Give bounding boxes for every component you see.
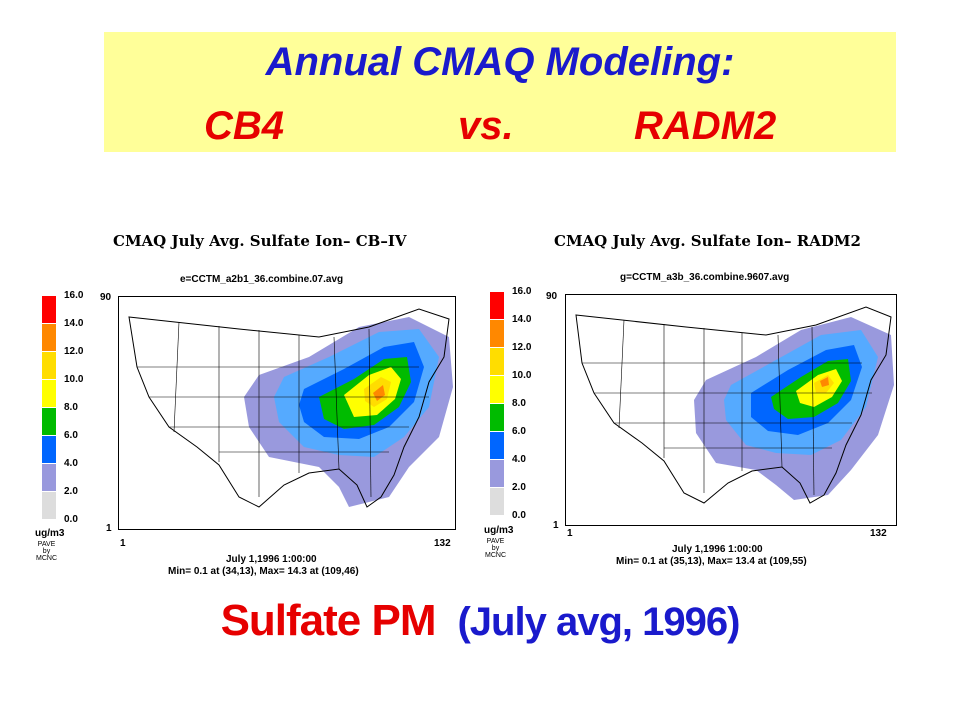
right-colorbar-swatch (490, 320, 504, 348)
slide-title: Annual CMAQ Modeling: (265, 40, 735, 84)
right-colorbar (490, 292, 504, 517)
right-pave-credit: PAVE by MCNC (485, 538, 506, 559)
right-x-right: 132 (870, 528, 887, 539)
pave-mcnc-text: MCNC (36, 555, 57, 562)
left-y-top: 90 (100, 292, 112, 303)
right-sulfate-map (575, 306, 894, 504)
right-colorbar-tick: 2.0 (512, 482, 526, 493)
right-map-title: CMAQ July Avg. Sulfate Ion– RADM2 (554, 232, 861, 250)
left-sulfate-map (128, 308, 453, 508)
left-colorbar-tick: 10.0 (64, 374, 84, 385)
right-map-frame (565, 294, 897, 526)
left-colorbar-swatch (42, 324, 56, 352)
right-y-top: 90 (546, 291, 558, 302)
left-pave-credit: PAVE by MCNC (36, 541, 57, 562)
left-colorbar-tick: 6.0 (64, 430, 78, 441)
left-colorbar-tick: 16.0 (64, 290, 84, 301)
left-map-date: July 1,1996 1:00:00 (226, 554, 317, 565)
left-x-left: 1 (120, 538, 126, 549)
slide-caption: Sulfate PM (July avg, 1996) (0, 596, 960, 646)
right-colorbar-swatch (490, 432, 504, 460)
left-y-bottom: 1 (106, 523, 112, 534)
left-colorbar-tick: 0.0 (64, 514, 78, 525)
caption-main: Sulfate PM (220, 596, 437, 645)
right-y-bottom: 1 (553, 520, 559, 531)
left-colorbar-tick: 8.0 (64, 402, 78, 413)
title-box: Annual CMAQ Modeling: CB4 vs. RADM2 (104, 32, 896, 152)
left-map-frame (118, 296, 456, 530)
right-colorbar-tick: 10.0 (512, 370, 532, 381)
left-colorbar-tick: 12.0 (64, 346, 84, 357)
left-colorbar-tick: 2.0 (64, 486, 78, 497)
left-colorbar-unit: ug/m3 (35, 528, 65, 539)
title-cb4: CB4 (204, 104, 285, 148)
left-colorbar-swatch (42, 436, 56, 464)
pave-text: PAVE (37, 541, 56, 548)
right-colorbar-tick: 0.0 (512, 510, 526, 521)
right-colorbar-swatch (490, 376, 504, 404)
right-map-file: g=CCTM_a3b_36.combine.9607.avg (620, 272, 790, 283)
left-colorbar-tick: 4.0 (64, 458, 78, 469)
pave-by-text: by (491, 545, 500, 552)
title-radm2: RADM2 (634, 104, 777, 148)
right-colorbar-swatch (490, 460, 504, 488)
left-colorbar-swatch (42, 408, 56, 436)
right-map-minmax: Min= 0.1 at (35,13), Max= 13.4 at (109,5… (616, 556, 807, 567)
right-colorbar-swatch (490, 404, 504, 432)
right-colorbar-swatch (490, 292, 504, 320)
left-colorbar-swatch (42, 296, 56, 324)
left-x-right: 132 (434, 538, 451, 549)
right-colorbar-tick: 16.0 (512, 286, 532, 297)
right-colorbar-swatch (490, 488, 504, 516)
left-map-minmax: Min= 0.1 at (34,13), Max= 14.3 at (109,4… (168, 566, 359, 577)
right-colorbar-tick: 4.0 (512, 454, 526, 465)
right-colorbar-tick: 12.0 (512, 342, 532, 353)
right-colorbar-unit: ug/m3 (484, 525, 514, 536)
right-colorbar-tick: 6.0 (512, 426, 526, 437)
right-colorbar-tick: 8.0 (512, 398, 526, 409)
pave-by-text: by (42, 548, 51, 555)
title-vs: vs. (458, 104, 514, 148)
caption-sub: (July avg, 1996) (457, 600, 740, 644)
right-colorbar-tick: 14.0 (512, 314, 532, 325)
left-colorbar (42, 296, 56, 521)
left-colorbar-tick: 14.0 (64, 318, 84, 329)
left-map-title: CMAQ July Avg. Sulfate Ion– CB–IV (113, 232, 407, 250)
pave-text: PAVE (486, 538, 505, 545)
left-colorbar-swatch (42, 352, 56, 380)
right-map-date: July 1,1996 1:00:00 (672, 544, 763, 555)
left-colorbar-swatch (42, 464, 56, 492)
right-colorbar-swatch (490, 348, 504, 376)
left-colorbar-swatch (42, 492, 56, 520)
pave-mcnc-text: MCNC (485, 552, 506, 559)
right-x-left: 1 (567, 528, 573, 539)
left-colorbar-swatch (42, 380, 56, 408)
left-map-file: e=CCTM_a2b1_36.combine.07.avg (180, 274, 344, 285)
